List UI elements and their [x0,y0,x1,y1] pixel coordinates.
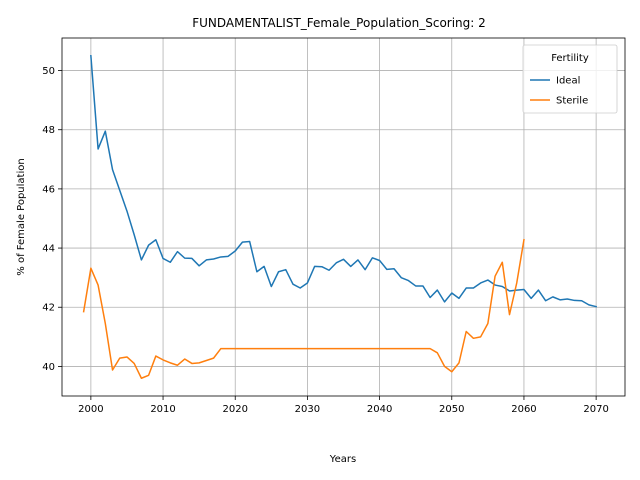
legend-title: Fertility [551,53,589,64]
series-layer [82,54,598,379]
x-tick-label: 2010 [150,404,175,415]
y-tick-label: 46 [42,184,55,195]
y-tick-label: 44 [42,244,55,255]
x-tick-label: 2020 [223,404,248,415]
chart-title: FUNDAMENTALIST_Female_Population_Scoring… [192,16,486,30]
x-axis-ticks: 2000 2010 2020 2030 2040 2050 2060 2070 [78,396,609,415]
legend: Fertility Ideal Sterile [522,44,618,114]
y-tick-label: 42 [42,303,55,314]
y-tick-label: 50 [42,66,55,77]
x-tick-label: 2000 [78,404,103,415]
x-axis-label: Years [329,454,356,465]
x-tick-label: 2060 [511,404,536,415]
x-tick-label: 2070 [583,404,608,415]
y-tick-label: 48 [42,125,55,136]
y-axis-ticks: 40 42 44 46 48 50 [42,66,62,373]
y-axis-label: % of Female Population [16,158,27,275]
legend-label-ideal: Ideal [556,76,580,87]
plot-frame [61,37,626,397]
legend-frame [522,44,618,114]
series-line-sterile [82,238,525,379]
series-line-ideal [90,54,598,308]
x-tick-label: 2030 [295,404,320,415]
y-tick-label: 40 [42,362,55,373]
legend-label-sterile: Sterile [556,96,588,107]
x-tick-label: 2040 [367,404,392,415]
x-tick-label: 2050 [439,404,464,415]
